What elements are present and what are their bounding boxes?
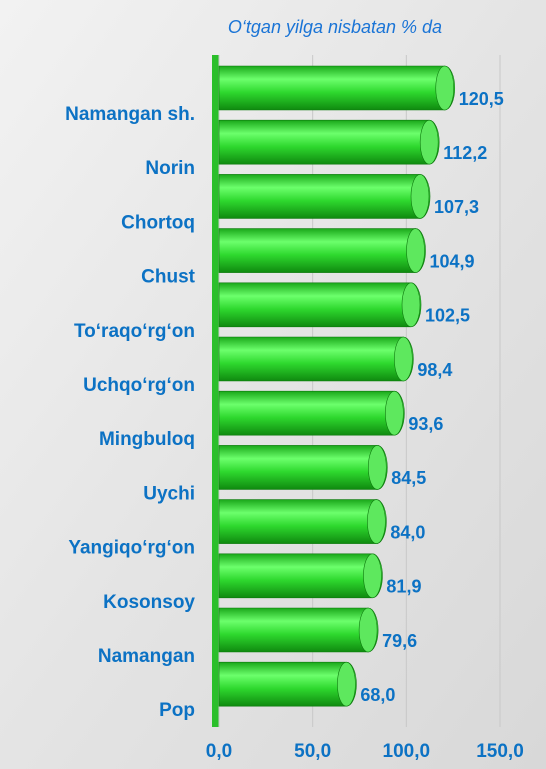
y-tick-label: Yangiqo‘rg‘on	[68, 538, 195, 559]
y-tick-label: Mingbuloq	[99, 429, 195, 450]
bar-cap	[358, 607, 378, 653]
bar-cap	[367, 499, 386, 544]
y-tick-label: Uychi	[143, 483, 195, 504]
bar	[218, 228, 426, 273]
x-tick-label: 100,0	[383, 741, 431, 762]
bar-cap	[337, 661, 356, 707]
y-tick-label: Pop	[159, 700, 195, 721]
bar	[218, 336, 414, 382]
axis-wall	[212, 55, 219, 727]
x-tick-label: 0,0	[206, 741, 232, 762]
bar-cap	[406, 228, 425, 273]
value-label: 84,0	[390, 522, 425, 542]
bar-cap	[410, 174, 430, 219]
bar	[218, 553, 383, 599]
subtitle: O‘tgan yilga nisbatan % da	[228, 17, 442, 37]
y-tick-label: Chust	[141, 267, 196, 288]
x-tick-label: 50,0	[294, 741, 331, 762]
bar-cap	[394, 336, 413, 382]
bar	[218, 661, 357, 707]
y-tick-label: Chortoq	[121, 212, 195, 233]
bar-cap	[363, 553, 382, 599]
value-label: 68,0	[360, 685, 395, 705]
value-label: 79,6	[382, 631, 417, 651]
bar	[218, 65, 456, 111]
bar-cap	[385, 390, 404, 436]
bar-cap	[435, 65, 455, 111]
bar	[218, 174, 431, 219]
y-tick-label: Namangan sh.	[65, 104, 195, 125]
y-tick-label: Uchqo‘rg‘on	[83, 375, 195, 396]
bar-cap	[401, 282, 421, 328]
bar	[218, 119, 440, 165]
value-label: 120,5	[459, 89, 504, 109]
value-label: 102,5	[425, 306, 470, 326]
value-label: 93,6	[408, 414, 443, 434]
y-tick-label: To‘raqo‘rg‘on	[74, 321, 195, 342]
bar	[218, 607, 379, 653]
bar	[218, 445, 388, 490]
value-label: 107,3	[434, 197, 479, 217]
y-tick-label: Kosonsoy	[103, 592, 195, 613]
bar	[218, 282, 422, 328]
bar	[218, 499, 387, 544]
value-label: 81,9	[386, 577, 421, 597]
value-label: 84,5	[391, 468, 426, 488]
y-tick-label: Norin	[145, 158, 195, 179]
bar-cap	[419, 119, 439, 165]
x-tick-label: 150,0	[476, 741, 524, 762]
bar	[218, 390, 405, 436]
value-label: 98,4	[417, 360, 452, 380]
value-label: 104,9	[430, 251, 475, 271]
bar-cap	[367, 445, 387, 490]
y-tick-label: Namangan	[98, 646, 195, 667]
value-label: 112,2	[443, 143, 487, 163]
